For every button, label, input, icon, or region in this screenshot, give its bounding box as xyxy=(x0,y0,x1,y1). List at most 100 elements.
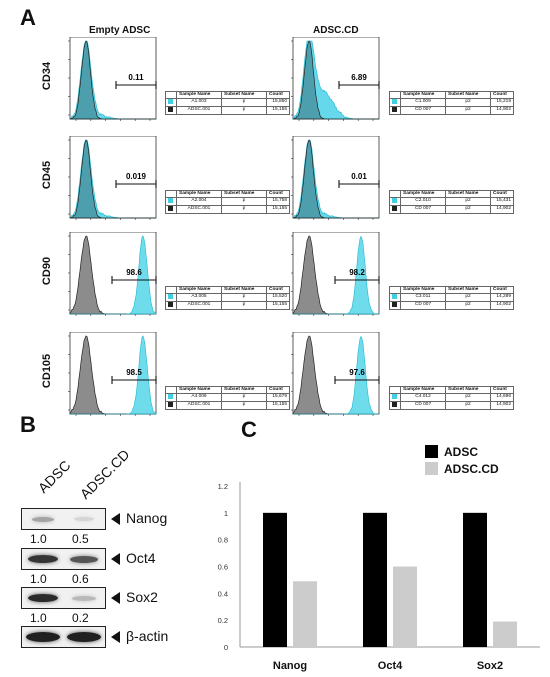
table-header: Sample Name xyxy=(400,286,446,294)
control-color-swatch xyxy=(168,401,173,407)
table-row: ADSC.001 p 15,155 xyxy=(165,400,290,410)
table-cell: C4.012 xyxy=(400,393,446,402)
table-row: A1.003 p 15,860 xyxy=(165,98,290,107)
table-header: Sample Name xyxy=(400,91,446,99)
gate-bracket xyxy=(334,376,380,384)
blot-strip-oct4 xyxy=(21,548,106,570)
table-cell: 14,902 xyxy=(490,105,514,115)
flow-sample-table: Sample Name Subset Name Count C2.010 p2 15,43… xyxy=(389,190,514,214)
column-title-adsc-cd: ADSC.CD xyxy=(313,25,359,36)
table-cell: ADSC.001 xyxy=(176,400,222,410)
table-row: C1.009 p2 15,219 xyxy=(389,98,514,107)
table-row: C3.011 p2 14,289 xyxy=(389,293,514,302)
table-header: Subset Name xyxy=(445,91,491,99)
table-cell: 14,902 xyxy=(490,204,514,214)
table-cell: A3.005 xyxy=(176,293,222,302)
table-header: Subset Name xyxy=(221,286,267,294)
table-header: Subset Name xyxy=(445,286,491,294)
x-category-label: Sox2 xyxy=(477,660,503,672)
table-header: Count xyxy=(266,91,290,99)
table-header: Sample Name xyxy=(176,91,222,99)
legend-label: ADSC.CD xyxy=(444,462,499,476)
table-header: Sample Name xyxy=(400,386,446,394)
flow-histogram-cd105-right: 97.6 xyxy=(291,332,380,416)
table-header: Sample Name xyxy=(176,386,222,394)
gate-bracket xyxy=(334,276,380,284)
table-cell: A4.006 xyxy=(176,393,222,402)
flow-histogram-cd34-right: 6.89 xyxy=(291,37,380,121)
table-cell: 15,219 xyxy=(490,98,514,107)
panel-label-b: B xyxy=(20,412,36,437)
flow-sample-table: Sample Name Subset Name Count A3.005 p 15,520… xyxy=(165,286,290,310)
table-cell: ADSC.001 xyxy=(176,300,222,310)
table-row: CD 007 p2 14,902 xyxy=(389,400,514,410)
blot-lane-label-adsc-cd: ADSC.CD xyxy=(76,446,133,502)
flow-sample-table: Sample Name Subset Name Count C3.011 p2 14,28… xyxy=(389,286,514,310)
pointer-arrow-icon xyxy=(111,592,120,604)
gate-percentage: 0.01 xyxy=(351,172,367,181)
blot-band xyxy=(74,517,94,521)
table-cell: 15,155 xyxy=(266,105,290,115)
blot-band xyxy=(72,595,96,601)
flow-sample-table: Sample Name Subset Name Count A4.006 p 15,679… xyxy=(165,386,290,410)
control-color-swatch xyxy=(168,301,173,307)
legend-swatch-adsc-cd xyxy=(425,462,438,475)
flow-sample-table: Sample Name Subset Name Count A2.004 p 15,758… xyxy=(165,190,290,214)
sample-color-swatch xyxy=(168,198,173,203)
table-header: Sample Name xyxy=(176,190,222,198)
table-header: Subset Name xyxy=(445,386,491,394)
table-cell: 15,155 xyxy=(266,300,290,310)
pointer-arrow-icon xyxy=(111,513,120,525)
table-cell: p2 xyxy=(445,300,491,310)
table-header: Count xyxy=(266,286,290,294)
flow-row-label-cd45: CD45 xyxy=(41,160,53,190)
table-cell: 14,902 xyxy=(490,400,514,410)
table-header: Sample Name xyxy=(176,286,222,294)
y-tick-label: 0 xyxy=(224,643,228,652)
gate-percentage: 98.5 xyxy=(126,368,142,377)
table-cell: p2 xyxy=(445,105,491,115)
table-row: A3.005 p 15,520 xyxy=(165,293,290,302)
flow-sample-table: Sample Name Subset Name Count C1.009 p2 15,21… xyxy=(389,91,514,115)
table-cell: A1.003 xyxy=(176,98,222,107)
table-cell: A2.004 xyxy=(176,197,222,206)
table-cell: C3.011 xyxy=(400,293,446,302)
control-color-swatch xyxy=(392,401,397,407)
bar-adsc-cd-oct4 xyxy=(393,566,417,647)
control-color-swatch xyxy=(168,106,173,112)
blot-band xyxy=(32,516,54,522)
table-cell: p2 xyxy=(445,400,491,410)
gate-percentage: 98.2 xyxy=(349,268,365,277)
table-cell: p xyxy=(221,293,267,302)
table-cell: p2 xyxy=(445,204,491,214)
blot-band xyxy=(26,632,60,642)
blot-ratio-value: 1.0 xyxy=(30,572,47,586)
blot-band xyxy=(28,594,58,602)
control-histogram xyxy=(292,139,379,219)
flow-row-label-cd105: CD105 xyxy=(41,353,53,389)
y-tick-label: 0.8 xyxy=(218,536,228,545)
sample-color-swatch xyxy=(392,394,397,399)
control-histogram xyxy=(69,40,156,120)
gate-bracket xyxy=(338,81,380,89)
flow-histogram-cd34-left: 0.11 xyxy=(68,37,157,121)
sample-color-swatch xyxy=(392,198,397,203)
table-header: Count xyxy=(266,190,290,198)
pointer-arrow-icon xyxy=(111,631,120,643)
blot-protein-name: Nanog xyxy=(126,510,168,526)
table-cell: p2 xyxy=(445,293,491,302)
table-cell: C1.009 xyxy=(400,98,446,107)
blot-protein-name: Sox2 xyxy=(126,589,158,605)
blot-ratio-value: 1.0 xyxy=(30,611,47,625)
blot-protein-name: Oct4 xyxy=(126,550,156,566)
table-row: A2.004 p 15,758 xyxy=(165,197,290,206)
bar-adsc-oct4 xyxy=(363,512,387,647)
panel-label-a: A xyxy=(20,5,36,30)
gate-bracket xyxy=(115,81,157,89)
table-header: Count xyxy=(490,286,514,294)
sample-histogram xyxy=(70,335,157,415)
blot-ratio-value: 0.2 xyxy=(72,611,89,625)
legend-label: ADSC xyxy=(444,445,478,459)
table-cell: C2.010 xyxy=(400,197,446,206)
table-row: ADSC.001 p 15,155 xyxy=(165,204,290,214)
